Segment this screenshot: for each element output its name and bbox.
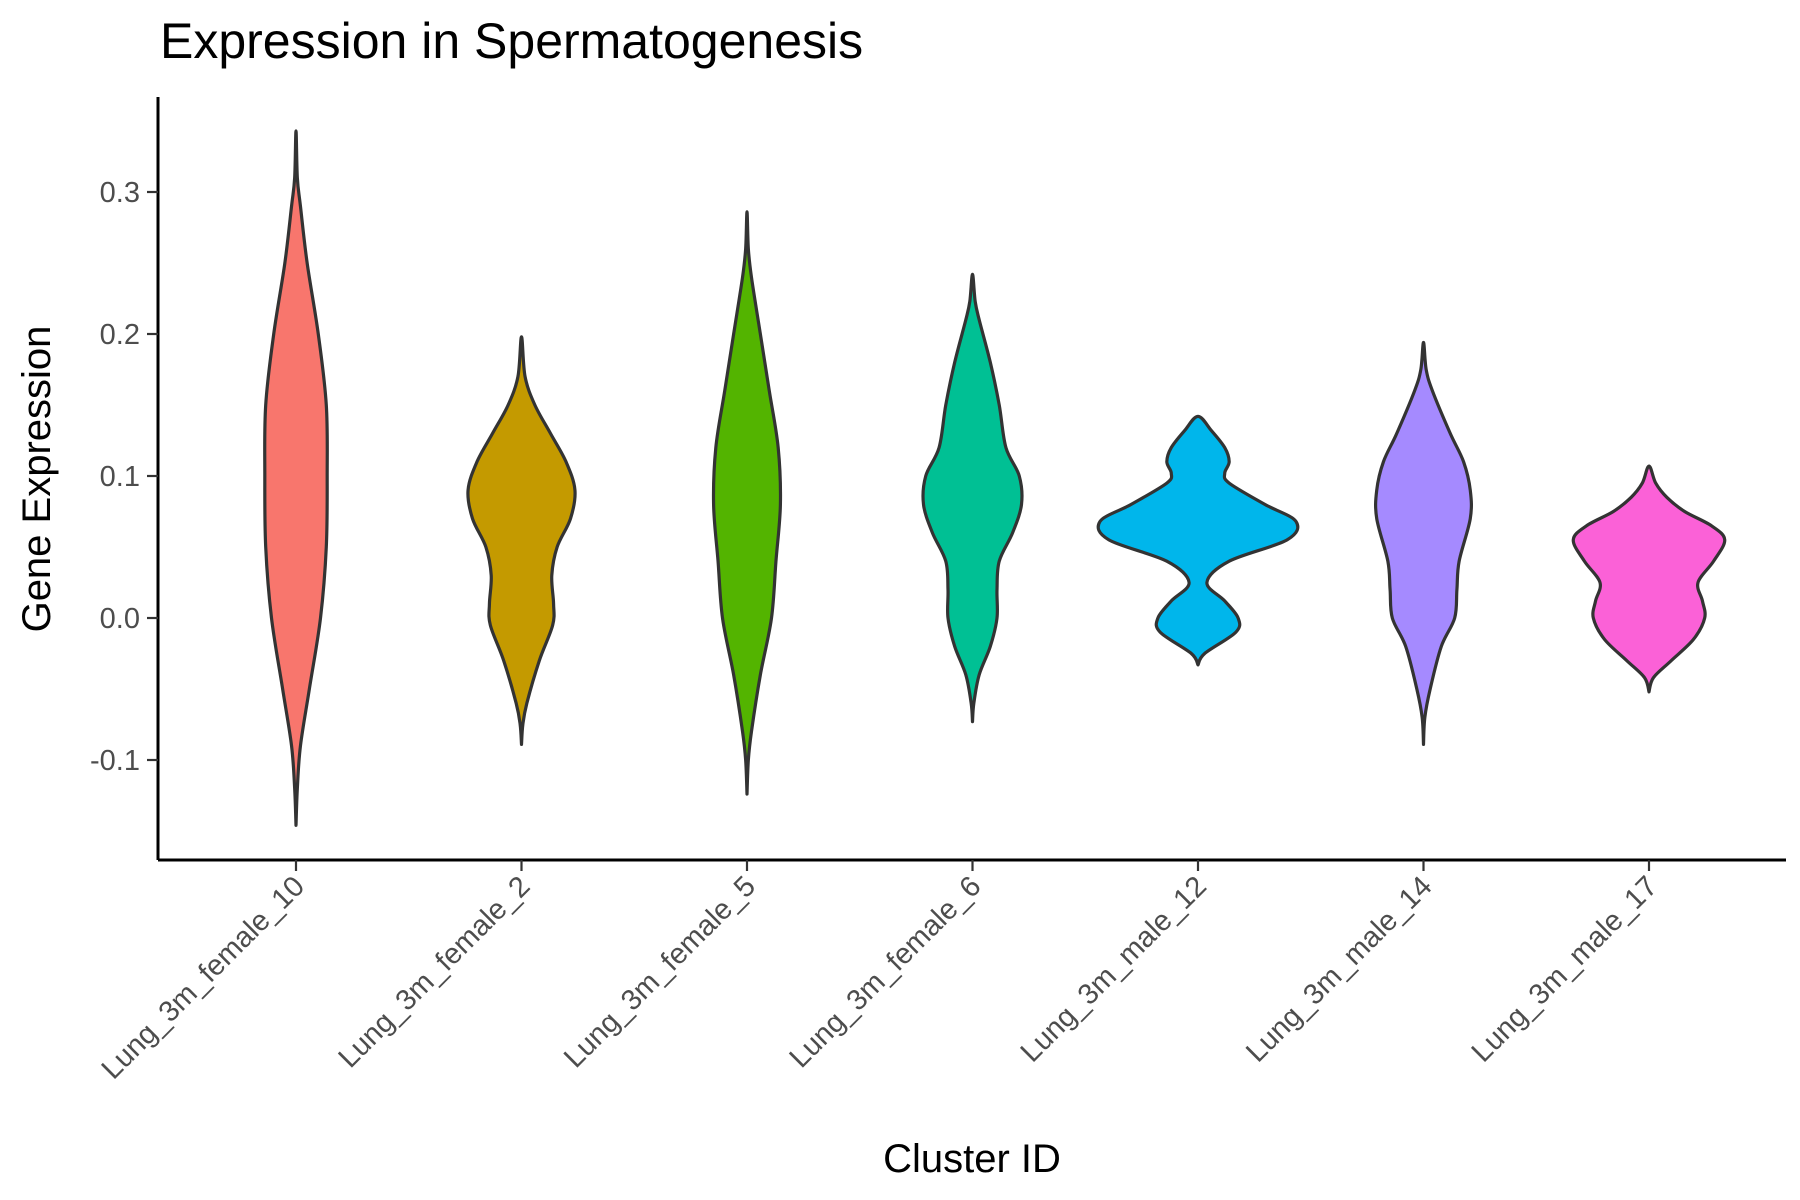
violin-lung-3m-male-12	[1096, 414, 1300, 667]
violin-lung-3m-female-2	[466, 335, 577, 746]
x-tick-label: Lung_3m_male_17	[1466, 870, 1664, 1068]
violin-lung-3m-male-14	[1374, 340, 1473, 746]
y-tick-label: 0.2	[100, 319, 140, 351]
x-tick-label: Lung_3m_male_12	[1015, 870, 1213, 1068]
y-tick-label: 0.1	[100, 461, 140, 493]
x-tick-label: Lung_3m_male_14	[1240, 870, 1438, 1068]
violin-lung-3m-male-17	[1571, 464, 1727, 694]
x-axis-title: Cluster ID	[883, 1137, 1061, 1181]
y-axis-title: Gene Expression	[15, 326, 59, 633]
x-tick-label: Lung_3m_female_6	[784, 870, 988, 1074]
chart-title: Expression in Spermatogenesis	[160, 13, 863, 69]
x-tick-label: Lung_3m_female_5	[558, 870, 762, 1074]
y-axis-ticks: -0.1 0.0 0.1 0.2 0.3	[90, 177, 158, 777]
x-tick-label: Lung_3m_female_2	[333, 870, 537, 1074]
y-tick-label: 0.3	[100, 177, 140, 209]
violin-lung-3m-female-6	[921, 272, 1024, 724]
violin-lung-3m-female-5	[711, 210, 783, 796]
violin-lung-3m-female-10	[263, 129, 329, 827]
y-tick-label: 0.0	[100, 603, 140, 635]
y-tick-label: -0.1	[90, 745, 140, 777]
x-axis-ticks: Lung_3m_female_10 Lung_3m_female_2 Lung_3m…	[96, 860, 1664, 1086]
violin-layer	[263, 129, 1727, 827]
x-tick-label: Lung_3m_female_10	[96, 870, 311, 1085]
